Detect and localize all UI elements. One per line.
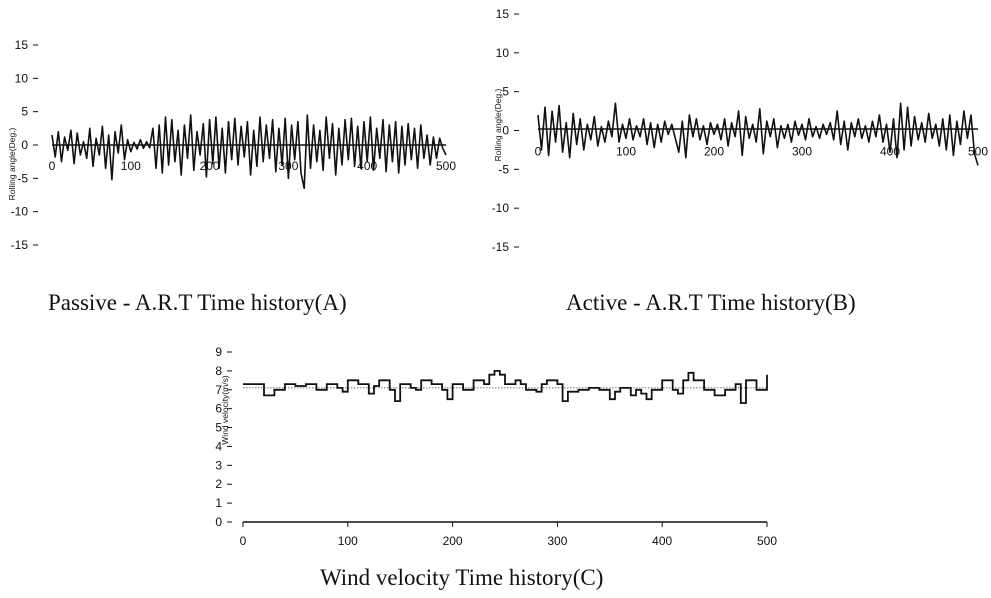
y-tick-label: 1 (215, 496, 222, 510)
x-tick-label: 200 (443, 534, 463, 548)
series-line-c (243, 370, 768, 404)
y-tick-label: -10 (492, 201, 510, 215)
y-tick-label: -5 (17, 171, 28, 185)
x-tick-label: 0 (49, 159, 56, 173)
y-tick-label: 8 (215, 364, 222, 378)
x-tick-label: 100 (338, 534, 358, 548)
x-tick-label: 300 (792, 145, 812, 159)
y-tick-label: -15 (11, 238, 29, 252)
chart-wind-velocity: 9 8 7 6 5 4 3 2 1 0 0 100 200 300 400 500 Wind velocit… (215, 345, 777, 590)
x-tick-label: 500 (436, 159, 456, 173)
y-tick-label: 15 (15, 38, 29, 52)
y-tick-label: 2 (215, 477, 222, 491)
series-line-a (51, 114, 447, 190)
x-tick-label: 300 (547, 534, 567, 548)
y-tick-label: 5 (215, 421, 222, 435)
y-tick-label: 3 (215, 458, 222, 472)
y-axis-label-a: Rolling angle(Deg.) (7, 127, 17, 200)
y-axis-label-c: Wind velocity(m/s) (220, 375, 230, 445)
y-tick-label: 9 (215, 345, 222, 359)
x-tick-label: 200 (200, 159, 220, 173)
y-axis-ticks-c: 9 8 7 6 5 4 3 2 1 0 (215, 345, 232, 529)
y-tick-label: -5 (498, 162, 509, 176)
x-tick-label: 500 (968, 145, 988, 159)
y-tick-label: -15 (492, 240, 510, 254)
x-axis-ticks-b: 0 100 200 300 400 500 (535, 145, 989, 159)
x-tick-label: 100 (616, 145, 636, 159)
y-tick-label: 6 (215, 402, 222, 416)
y-axis-ticks-b: 15 10 5 0 -5 -10 -15 (492, 7, 519, 254)
y-tick-label: 4 (215, 439, 222, 453)
chart-title-a: Passive - A.R.T Time history(A) (48, 290, 347, 315)
series-line-b (537, 102, 979, 166)
y-axis-label-b: Rolling angle(Deg.) (493, 88, 503, 161)
y-axis-ticks-a: 15 10 5 0 -5 -10 -15 (11, 38, 38, 252)
y-tick-label: -10 (11, 205, 29, 219)
y-tick-label: 0 (215, 515, 222, 529)
x-tick-label: 100 (121, 159, 141, 173)
y-tick-label: 10 (496, 46, 510, 60)
x-axis-ticks-c: 0 100 200 300 400 500 (240, 522, 777, 548)
y-tick-label: 7 (215, 383, 222, 397)
x-tick-label: 200 (704, 145, 724, 159)
y-tick-label: 0 (502, 124, 509, 138)
y-tick-label: 10 (15, 71, 29, 85)
chart-title-b: Active - A.R.T Time history(B) (566, 290, 856, 315)
y-tick-label: 5 (21, 105, 28, 119)
chart-title-c: Wind velocity Time history(C) (320, 565, 603, 590)
x-tick-label: 0 (240, 534, 247, 548)
y-tick-label: 0 (21, 138, 28, 152)
x-tick-label: 0 (535, 145, 542, 159)
y-tick-label: 5 (502, 85, 509, 99)
x-tick-label: 400 (652, 534, 672, 548)
x-tick-label: 500 (757, 534, 777, 548)
y-tick-label: 15 (496, 7, 510, 21)
